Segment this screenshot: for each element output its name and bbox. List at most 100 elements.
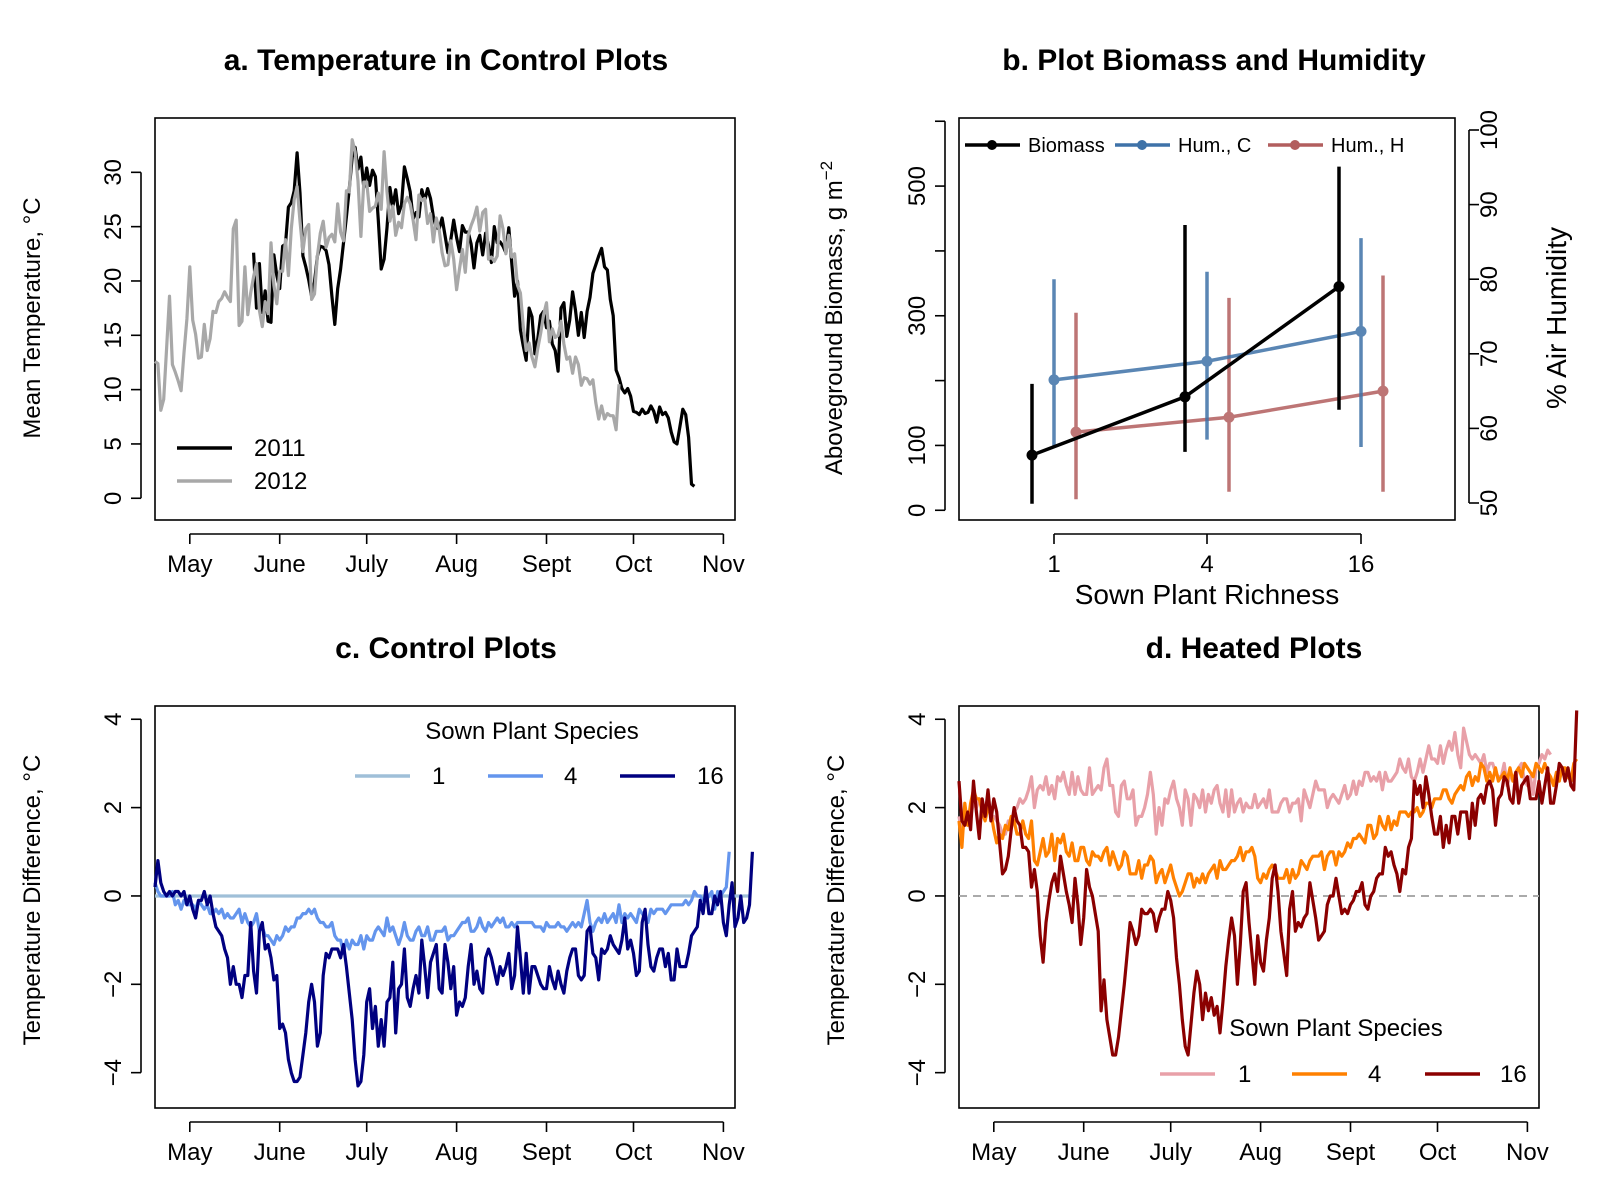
x-tick-label: Oct bbox=[1419, 1139, 1457, 1166]
right-y-tick-label: 50 bbox=[1476, 490, 1503, 517]
panel-b-left-y-label: Aboveground Biomass, g m−2 bbox=[817, 161, 848, 475]
series-line-2011 bbox=[252, 145, 696, 488]
legend-label-2011: 2011 bbox=[254, 435, 306, 462]
x-tick-label: June bbox=[254, 1139, 306, 1166]
panel-d-heated-plots: d. Heated Plots Temperature Difference, … bbox=[823, 632, 1579, 1166]
y-tick-label: −4 bbox=[100, 1059, 127, 1086]
panel-a-temperature-control: a. Temperature in Control Plots Mean Tem… bbox=[19, 44, 745, 578]
right-y-tick-label: 90 bbox=[1476, 191, 1503, 218]
legend-point-hum-c bbox=[1137, 140, 1147, 150]
legend-label-c-1: 1 bbox=[432, 763, 445, 790]
x-tick-label: 1 bbox=[1047, 551, 1060, 578]
panel-c-control-plots: c. Control Plots Temperature Difference,… bbox=[19, 632, 754, 1166]
legend-label-c-16: 16 bbox=[697, 763, 724, 790]
panel-d-x-ticks: May June July Aug Sept Oct Nov bbox=[971, 1121, 1549, 1166]
panel-a-y-ticks: 0 5 10 15 20 25 30 bbox=[100, 159, 142, 505]
x-tick-label: May bbox=[167, 1139, 212, 1166]
series-hum-c bbox=[1048, 238, 1367, 448]
data-point bbox=[1377, 385, 1389, 397]
left-y-tick-label: 0 bbox=[904, 504, 931, 517]
y-tick-label: −4 bbox=[904, 1059, 931, 1086]
panel-c-title: c. Control Plots bbox=[335, 632, 557, 665]
panel-b-title: b. Plot Biomass and Humidity bbox=[1002, 44, 1426, 77]
data-point bbox=[1333, 281, 1345, 293]
panel-b-biomass-humidity: b. Plot Biomass and Humidity 0100300500 … bbox=[817, 44, 1572, 610]
panel-b-left-y-label-exponent: −2 bbox=[817, 161, 836, 180]
y-tick-label: 4 bbox=[100, 713, 127, 726]
x-tick-label: May bbox=[971, 1139, 1016, 1166]
x-tick-label: Sept bbox=[522, 551, 572, 578]
panel-a-title: a. Temperature in Control Plots bbox=[224, 44, 669, 77]
legend-label-hum-h: Hum., H bbox=[1331, 135, 1404, 157]
data-point bbox=[1070, 426, 1082, 438]
x-tick-label: Oct bbox=[615, 551, 653, 578]
panel-b-x-label: Sown Plant Richness bbox=[1075, 579, 1340, 610]
right-y-tick-label: 60 bbox=[1476, 415, 1503, 442]
x-tick-label: 4 bbox=[1200, 551, 1213, 578]
y-tick-label: 5 bbox=[100, 437, 127, 450]
series-line-1 bbox=[957, 726, 1552, 836]
x-tick-label: Nov bbox=[1506, 1139, 1549, 1166]
x-tick-label: May bbox=[167, 551, 212, 578]
panel-c-y-ticks: −4 −2 0 2 4 bbox=[100, 713, 142, 1086]
legend-label-d-1: 1 bbox=[1238, 1061, 1251, 1088]
panel-a-y-label: Mean Temperature, °C bbox=[19, 197, 46, 438]
x-tick-label: Aug bbox=[435, 1139, 478, 1166]
legend-label-hum-c: Hum., C bbox=[1178, 135, 1251, 157]
panel-a-plot-box bbox=[154, 117, 736, 521]
panel-b-x-ticks: 1 4 16 bbox=[1047, 533, 1375, 578]
y-tick-label: 10 bbox=[100, 376, 127, 403]
x-tick-label: 16 bbox=[1348, 551, 1375, 578]
legend-point-biomass bbox=[987, 140, 997, 150]
x-tick-label: July bbox=[1149, 1139, 1192, 1166]
panel-b-left-y-ticks: 0 100 300 500 bbox=[904, 120, 946, 517]
right-y-tick-label: 100 bbox=[1476, 110, 1503, 150]
panel-b-series bbox=[1026, 166, 1389, 504]
x-tick-label: Aug bbox=[435, 551, 478, 578]
legend-label-biomass: Biomass bbox=[1028, 135, 1105, 157]
y-tick-label: 20 bbox=[100, 268, 127, 295]
panel-a-x-ticks: May June July Aug Sept Oct Nov bbox=[167, 533, 745, 578]
panel-b-right-y-label: % Air Humidity bbox=[1541, 227, 1572, 409]
legend-point-hum-h bbox=[1290, 140, 1300, 150]
series-line-4 bbox=[957, 758, 1579, 898]
data-point bbox=[1201, 355, 1213, 367]
y-tick-label: 4 bbox=[904, 713, 931, 726]
x-tick-label: July bbox=[345, 551, 388, 578]
data-point bbox=[1179, 391, 1191, 403]
y-tick-label: 0 bbox=[904, 889, 931, 902]
panel-c-x-ticks: May June July Aug Sept Oct Nov bbox=[167, 1121, 745, 1166]
panel-c-legend-title: Sown Plant Species bbox=[425, 718, 638, 745]
data-point bbox=[1026, 449, 1038, 461]
legend-label-2012: 2012 bbox=[254, 468, 307, 495]
panel-c-series bbox=[153, 851, 754, 1088]
legend-label-d-16: 16 bbox=[1500, 1061, 1527, 1088]
data-point bbox=[1048, 374, 1060, 386]
panel-d-y-ticks: −4 −2 0 2 4 bbox=[904, 713, 946, 1086]
panel-a-series bbox=[154, 138, 696, 488]
left-y-tick-label: 300 bbox=[904, 296, 931, 336]
y-tick-label: −2 bbox=[100, 971, 127, 998]
y-tick-label: 25 bbox=[100, 213, 127, 240]
panel-d-plot-box bbox=[958, 705, 1540, 1109]
panel-d-legend-title: Sown Plant Species bbox=[1229, 1015, 1442, 1042]
right-y-tick-label: 80 bbox=[1476, 266, 1503, 293]
legend-label-d-4: 4 bbox=[1368, 1061, 1381, 1088]
panel-c-y-label: Temperature Difference, °C bbox=[19, 755, 46, 1046]
y-tick-label: −2 bbox=[904, 971, 931, 998]
series-biomass bbox=[1026, 166, 1345, 504]
panel-d-y-label: Temperature Difference, °C bbox=[823, 755, 850, 1046]
x-tick-label: Aug bbox=[1239, 1139, 1282, 1166]
x-tick-label: Sept bbox=[522, 1139, 572, 1166]
legend-label-c-4: 4 bbox=[564, 763, 577, 790]
x-tick-label: June bbox=[254, 551, 306, 578]
left-y-tick-label: 100 bbox=[904, 425, 931, 465]
series-line-16 bbox=[957, 710, 1579, 1057]
right-y-tick-label: 70 bbox=[1476, 340, 1503, 367]
y-tick-label: 15 bbox=[100, 322, 127, 349]
x-tick-label: Nov bbox=[702, 551, 745, 578]
panel-c-legend: Sown Plant Species 1 4 16 bbox=[355, 718, 724, 790]
x-tick-label: July bbox=[345, 1139, 388, 1166]
series-line-4 bbox=[153, 851, 731, 956]
